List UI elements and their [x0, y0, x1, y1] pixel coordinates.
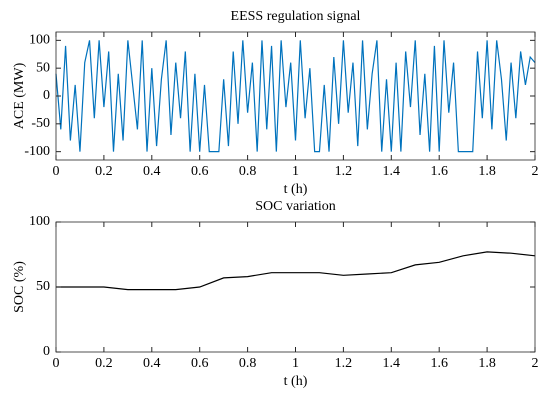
x-tick-label: 0: [53, 164, 60, 179]
data-line: [56, 251, 536, 291]
x-tick-label: 1.4: [383, 164, 401, 179]
chart-title: SOC variation: [255, 199, 336, 214]
x-axis-label: t (h): [284, 182, 308, 197]
x-tick-label: 1: [292, 356, 299, 371]
y-tick-label: 0: [43, 88, 50, 103]
y-tick-label: 50: [36, 60, 50, 75]
y-tick-label: -100: [24, 144, 50, 159]
plot-area: [56, 222, 535, 352]
y-tick-label: 50: [36, 279, 50, 294]
y-tick-label: 100: [29, 214, 50, 229]
x-tick-label: 0.2: [95, 356, 113, 371]
x-tick-label: 1.8: [478, 164, 496, 179]
x-tick-label: 0.6: [191, 356, 209, 371]
x-tick-label: 1.6: [430, 356, 448, 371]
x-tick-label: 2: [532, 164, 539, 179]
y-tick-label: -50: [31, 116, 50, 131]
x-tick-label: 1.4: [383, 356, 401, 371]
data-line: [55, 40, 536, 153]
x-axis-label: t (h): [284, 374, 308, 389]
x-tick-label: 0.2: [95, 164, 113, 179]
x-tick-label: 0.4: [143, 356, 161, 371]
x-tick-label: 1.6: [430, 164, 448, 179]
x-tick-label: 1.2: [335, 356, 353, 371]
y-tick-label: 100: [29, 33, 50, 48]
x-tick-label: 0.6: [191, 164, 209, 179]
x-tick-label: 1.2: [335, 164, 353, 179]
y-tick-label: 0: [43, 344, 50, 359]
x-tick-label: 1.8: [478, 356, 496, 371]
x-tick-label: 2: [532, 356, 539, 371]
x-tick-label: 0.8: [239, 164, 257, 179]
y-axis-label: ACE (MW): [12, 62, 27, 129]
x-tick-label: 0.4: [143, 164, 161, 179]
x-tick-label: 1: [292, 164, 299, 179]
x-tick-label: 0: [53, 356, 60, 371]
x-tick-label: 0.8: [239, 356, 257, 371]
chart-title: EESS regulation signal: [231, 9, 361, 24]
y-axis-label: SOC (%): [12, 261, 27, 313]
